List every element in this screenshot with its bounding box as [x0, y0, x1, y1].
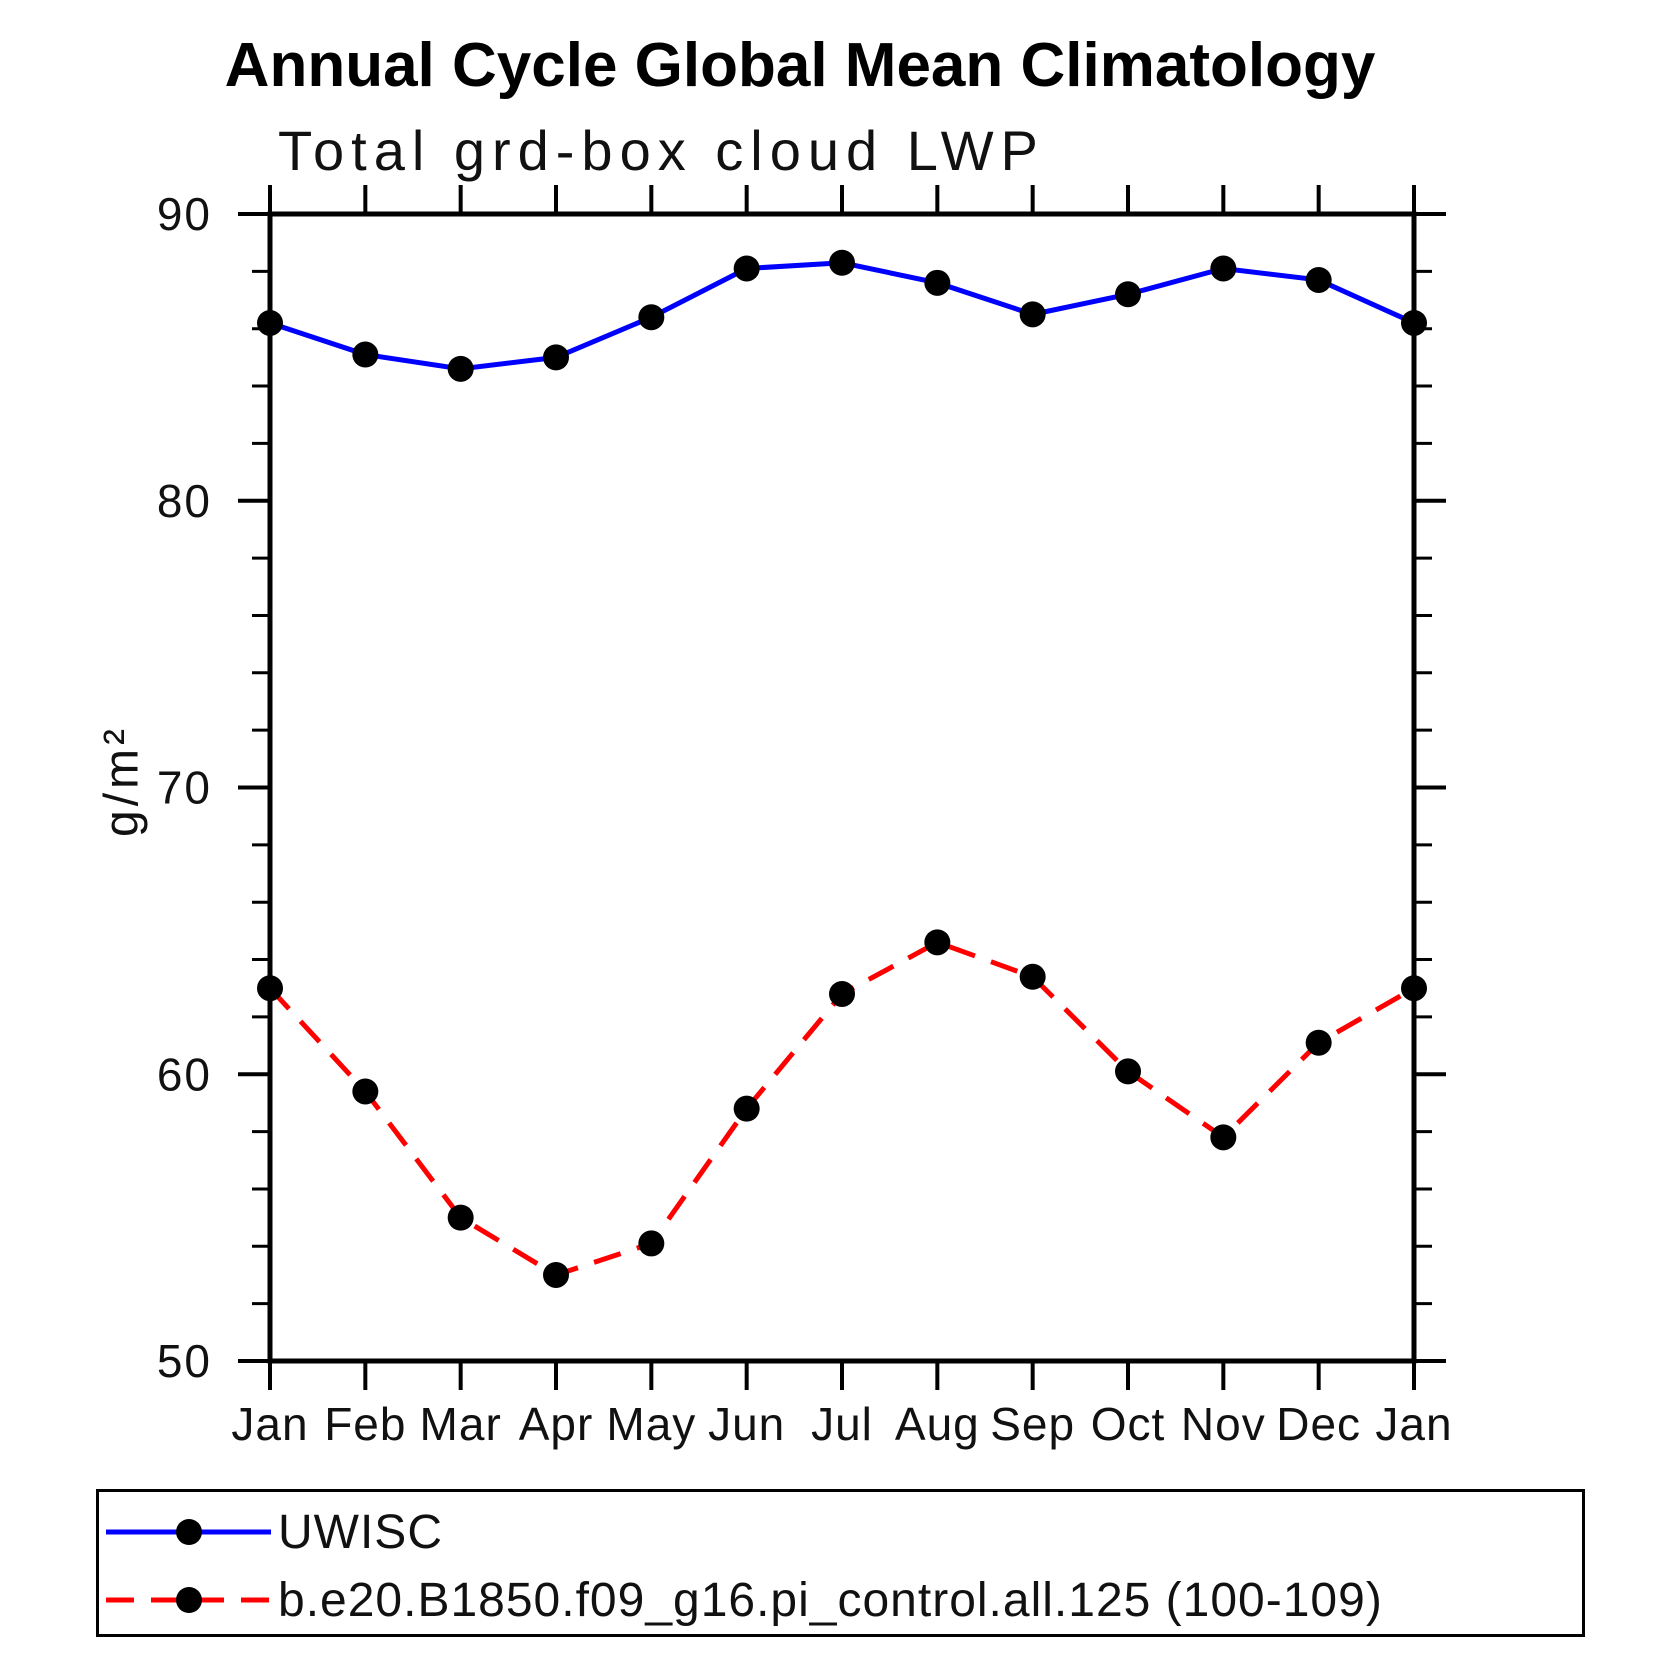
x-tick-label: Jan	[231, 1398, 308, 1450]
data-point-marker-s1	[1401, 975, 1427, 1002]
x-tick-label: Feb	[324, 1398, 406, 1450]
data-point-marker-s1	[924, 929, 951, 956]
data-point-marker-s0	[1401, 309, 1427, 336]
data-point-marker-s0	[543, 344, 569, 371]
data-point-marker-s1	[638, 1230, 665, 1257]
plot-frame	[267, 211, 1417, 1364]
x-tick-label: Mar	[420, 1398, 502, 1450]
data-point-marker-s1	[352, 1078, 379, 1105]
legend-box: UWISC b.e20.B1850.f09_g16.pi_control.all…	[96, 1489, 1585, 1637]
legend-label-model: b.e20.B1850.f09_g16.pi_control.all.125 (…	[278, 1573, 1383, 1627]
data-point-marker-s0	[829, 249, 855, 276]
legend-swatch-solid-line	[106, 1519, 271, 1545]
data-point-marker-s0	[447, 355, 474, 382]
x-tick-label: Apr	[519, 1398, 594, 1450]
y-tick-label: 70	[157, 762, 212, 814]
legend-marker-dot	[176, 1519, 202, 1545]
data-point-marker-s0	[924, 269, 951, 296]
data-point-marker-s0	[733, 255, 760, 282]
y-tick-label: 60	[157, 1048, 212, 1100]
x-tick-label: Nov	[1181, 1398, 1266, 1450]
data-point-marker-s0	[1305, 266, 1332, 293]
data-point-marker-s0	[257, 309, 283, 336]
chart-subtitle: Total grd-box cloud LWP	[278, 119, 1045, 182]
data-point-marker-s1	[1305, 1029, 1332, 1056]
data-point-marker-s1	[829, 980, 855, 1007]
x-tick-label: Dec	[1276, 1398, 1361, 1450]
data-point-marker-s0	[1115, 281, 1141, 308]
x-tick-label: May	[606, 1398, 696, 1450]
data-point-marker-s0	[638, 304, 665, 331]
x-tick-label: Sep	[990, 1398, 1075, 1450]
data-point-marker-s1	[447, 1204, 474, 1231]
data-point-marker-s1	[733, 1095, 760, 1122]
y-tick-label: 80	[157, 475, 212, 527]
legend-item-model: b.e20.B1850.f09_g16.pi_control.all.125 (…	[103, 1570, 1383, 1630]
data-point-marker-s0	[1019, 301, 1046, 328]
data-point-marker-s1	[1115, 1058, 1141, 1085]
y-tick-label: 50	[157, 1335, 212, 1387]
x-tick-label: Jun	[708, 1398, 785, 1450]
x-tick-label: Jul	[811, 1398, 873, 1450]
chart-title: Annual Cycle Global Mean Climatology	[224, 31, 1376, 100]
legend-label-observation: UWISC	[278, 1505, 443, 1559]
x-tick-label: Aug	[895, 1398, 980, 1450]
x-tick-label: Jan	[1375, 1398, 1452, 1450]
legend-item-observation: UWISC	[103, 1502, 443, 1562]
legend-swatch-dashed-line	[106, 1587, 271, 1613]
x-tick-label: Oct	[1091, 1398, 1166, 1450]
series-line-0	[269, 260, 1416, 372]
data-point-marker-s1	[1210, 1124, 1237, 1151]
data-point-marker-s0	[352, 341, 379, 368]
y-tick-label: 90	[157, 188, 212, 240]
data-point-marker-s1	[543, 1261, 569, 1288]
data-point-marker-s1	[1019, 963, 1046, 990]
legend-marker-dot	[176, 1587, 202, 1613]
data-point-marker-s0	[1210, 255, 1237, 282]
data-point-marker-s1	[257, 975, 283, 1002]
